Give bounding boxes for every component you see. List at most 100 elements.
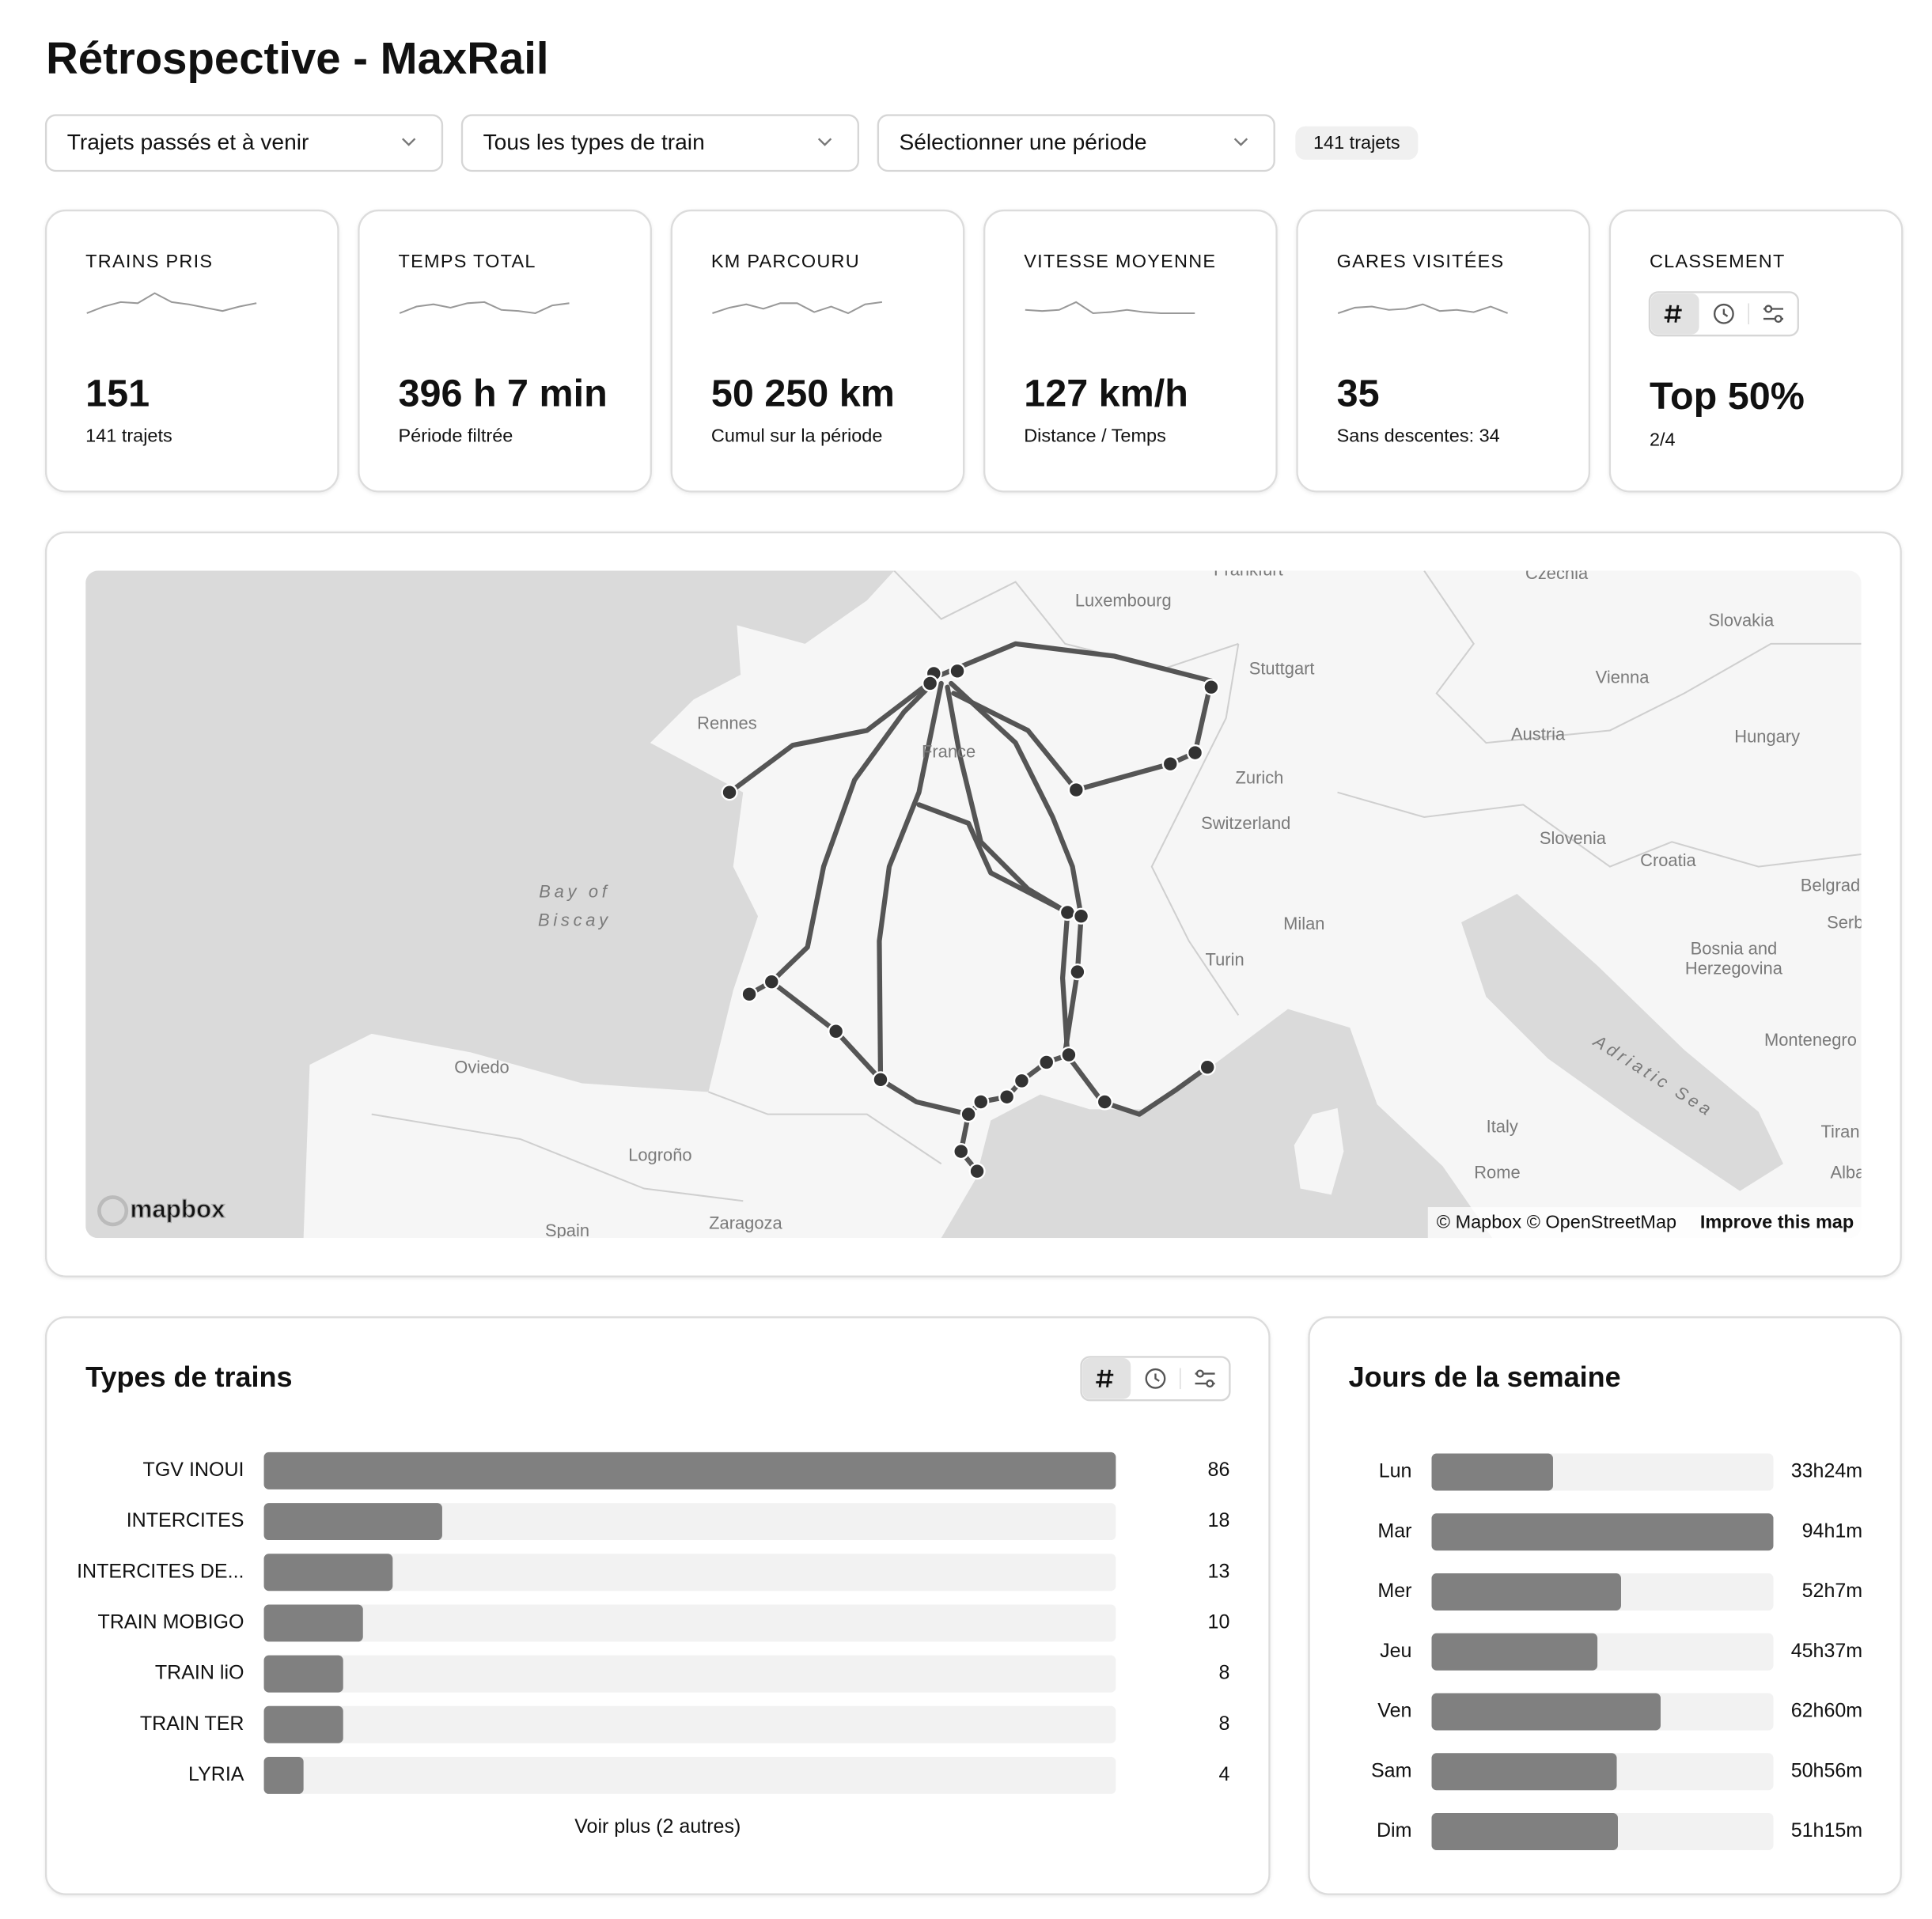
bar — [1431, 1753, 1617, 1791]
weekdays-title: Jours de la semaine — [1349, 1361, 1621, 1393]
bar — [263, 1503, 442, 1541]
borders — [371, 570, 1862, 1202]
stat-value: 35 — [1337, 373, 1380, 415]
attribution-bg — [1427, 1207, 1862, 1239]
slider-knob — [1764, 305, 1773, 313]
bar — [263, 1705, 343, 1743]
dropdown-box — [44, 114, 444, 172]
bar-track — [263, 1503, 1116, 1541]
map-label: Austria — [1511, 724, 1566, 744]
mediterranean — [941, 1009, 1493, 1239]
stat-card — [1608, 209, 1904, 493]
map-label: Stuttgart — [1249, 659, 1315, 679]
attribution: © Mapbox © OpenStreetMap — [1437, 1212, 1676, 1232]
bar-label: Lun — [1379, 1460, 1412, 1482]
bar-value: 4 — [1218, 1763, 1229, 1785]
chevron — [1233, 138, 1248, 146]
bar — [1431, 1813, 1618, 1850]
bar — [1431, 1453, 1553, 1491]
stat-sub: Sans descentes: 34 — [1337, 426, 1500, 446]
bar-label: INTERCITES — [127, 1509, 244, 1531]
bar-label: LYRIA — [188, 1763, 244, 1785]
bar-label: TGV INOUI — [143, 1459, 244, 1481]
clock-icon — [1713, 303, 1734, 324]
stat-sub: Distance / Temps — [1024, 426, 1166, 446]
slider-knob — [1774, 314, 1782, 324]
map-label: Serb — [1827, 912, 1863, 932]
clock-hands — [1154, 1373, 1160, 1382]
map-label: Oviedo — [454, 1058, 509, 1077]
bar-value: 45h37m — [1791, 1640, 1862, 1662]
stat-card — [44, 209, 339, 493]
bar-value: 8 — [1218, 1713, 1229, 1735]
filter-dropdown[interactable]: Trajets passés et à venir — [44, 114, 444, 172]
improve-map-link[interactable]: Improve this map — [1700, 1212, 1854, 1232]
bar-label: TRAIN TER — [140, 1713, 244, 1735]
bar-value: 94h1m — [1802, 1520, 1863, 1542]
bar — [1431, 1573, 1621, 1611]
bar-track — [263, 1705, 1116, 1743]
metric-toggle[interactable] — [1080, 1356, 1231, 1402]
filter-dropdown[interactable]: Sélectionner une période — [877, 114, 1275, 172]
bar-label: Mer — [1377, 1580, 1411, 1602]
badge-bg — [1295, 126, 1419, 160]
bar — [263, 1604, 363, 1642]
metric-toggle[interactable] — [1648, 291, 1799, 337]
page-title: Rétrospective - MaxRail — [46, 33, 548, 83]
bar-value: 13 — [1208, 1560, 1230, 1582]
bar-value: 10 — [1208, 1611, 1230, 1633]
bar-value: 8 — [1218, 1662, 1229, 1684]
toggle-active — [1650, 293, 1699, 335]
bar-label: Dim — [1377, 1819, 1411, 1841]
bar-label: Jeu — [1380, 1640, 1411, 1662]
bar-value: 18 — [1208, 1509, 1230, 1531]
train-types-title: Types de trains — [85, 1361, 292, 1393]
stations — [721, 662, 1220, 1180]
bar — [1431, 1513, 1774, 1551]
map-label: Hungary — [1734, 727, 1800, 747]
stat-sub: 2/4 — [1650, 429, 1676, 449]
hash-icon — [1664, 305, 1682, 323]
see-more-link[interactable]: Voir plus (2 autres) — [574, 1815, 741, 1838]
filter-dropdown[interactable]: Tous les types de train — [460, 114, 860, 172]
bar — [263, 1554, 393, 1592]
sparkline — [399, 301, 570, 315]
map-label: Milan — [1283, 914, 1324, 933]
stat-card — [358, 209, 652, 493]
map-label: Slovakia — [1708, 610, 1775, 630]
bar — [263, 1655, 343, 1693]
map-label: Zaragoza — [709, 1213, 782, 1233]
map-label: Rennes — [697, 713, 757, 732]
stat-sub: Cumul sur la période — [711, 426, 883, 446]
dropdown-label: Sélectionner une période — [899, 129, 1146, 154]
bar-label: Sam — [1371, 1759, 1411, 1781]
sparkline — [86, 292, 257, 314]
map-label: Tiran — [1820, 1122, 1859, 1141]
bar — [263, 1756, 304, 1794]
map-label: Spain — [545, 1221, 589, 1240]
bar-label: TRAIN liO — [155, 1662, 244, 1684]
bar — [1431, 1633, 1598, 1671]
stat-label: TRAINS PRIS — [85, 251, 213, 271]
dropdown-label: Tous les types de train — [483, 129, 705, 154]
bar-label: INTERCITES DE... — [77, 1560, 244, 1582]
badge: 141 trajets — [1313, 132, 1400, 153]
toggle-active — [1082, 1357, 1131, 1399]
map-label: Herzegovina — [1685, 958, 1783, 978]
chevron — [817, 138, 832, 146]
adriatic — [1461, 894, 1784, 1191]
stat-label: VITESSE MOYENNE — [1024, 251, 1216, 271]
sparkline — [1025, 301, 1195, 315]
stat-value: 50 250 km — [711, 373, 895, 415]
hash-icon — [1096, 1369, 1114, 1387]
bar-track — [263, 1554, 1116, 1592]
bar-value: 86 — [1208, 1459, 1230, 1481]
stat-sub: 141 trajets — [85, 426, 172, 446]
map-label: Bosnia and — [1691, 938, 1778, 958]
clock-hands — [1722, 308, 1729, 317]
map[interactable]: Frankfurt Czechia Luxembourg Slovakia Stuttg… — [85, 559, 1866, 1240]
sparkline — [1337, 303, 1508, 314]
map-label: Slovenia — [1540, 828, 1607, 848]
